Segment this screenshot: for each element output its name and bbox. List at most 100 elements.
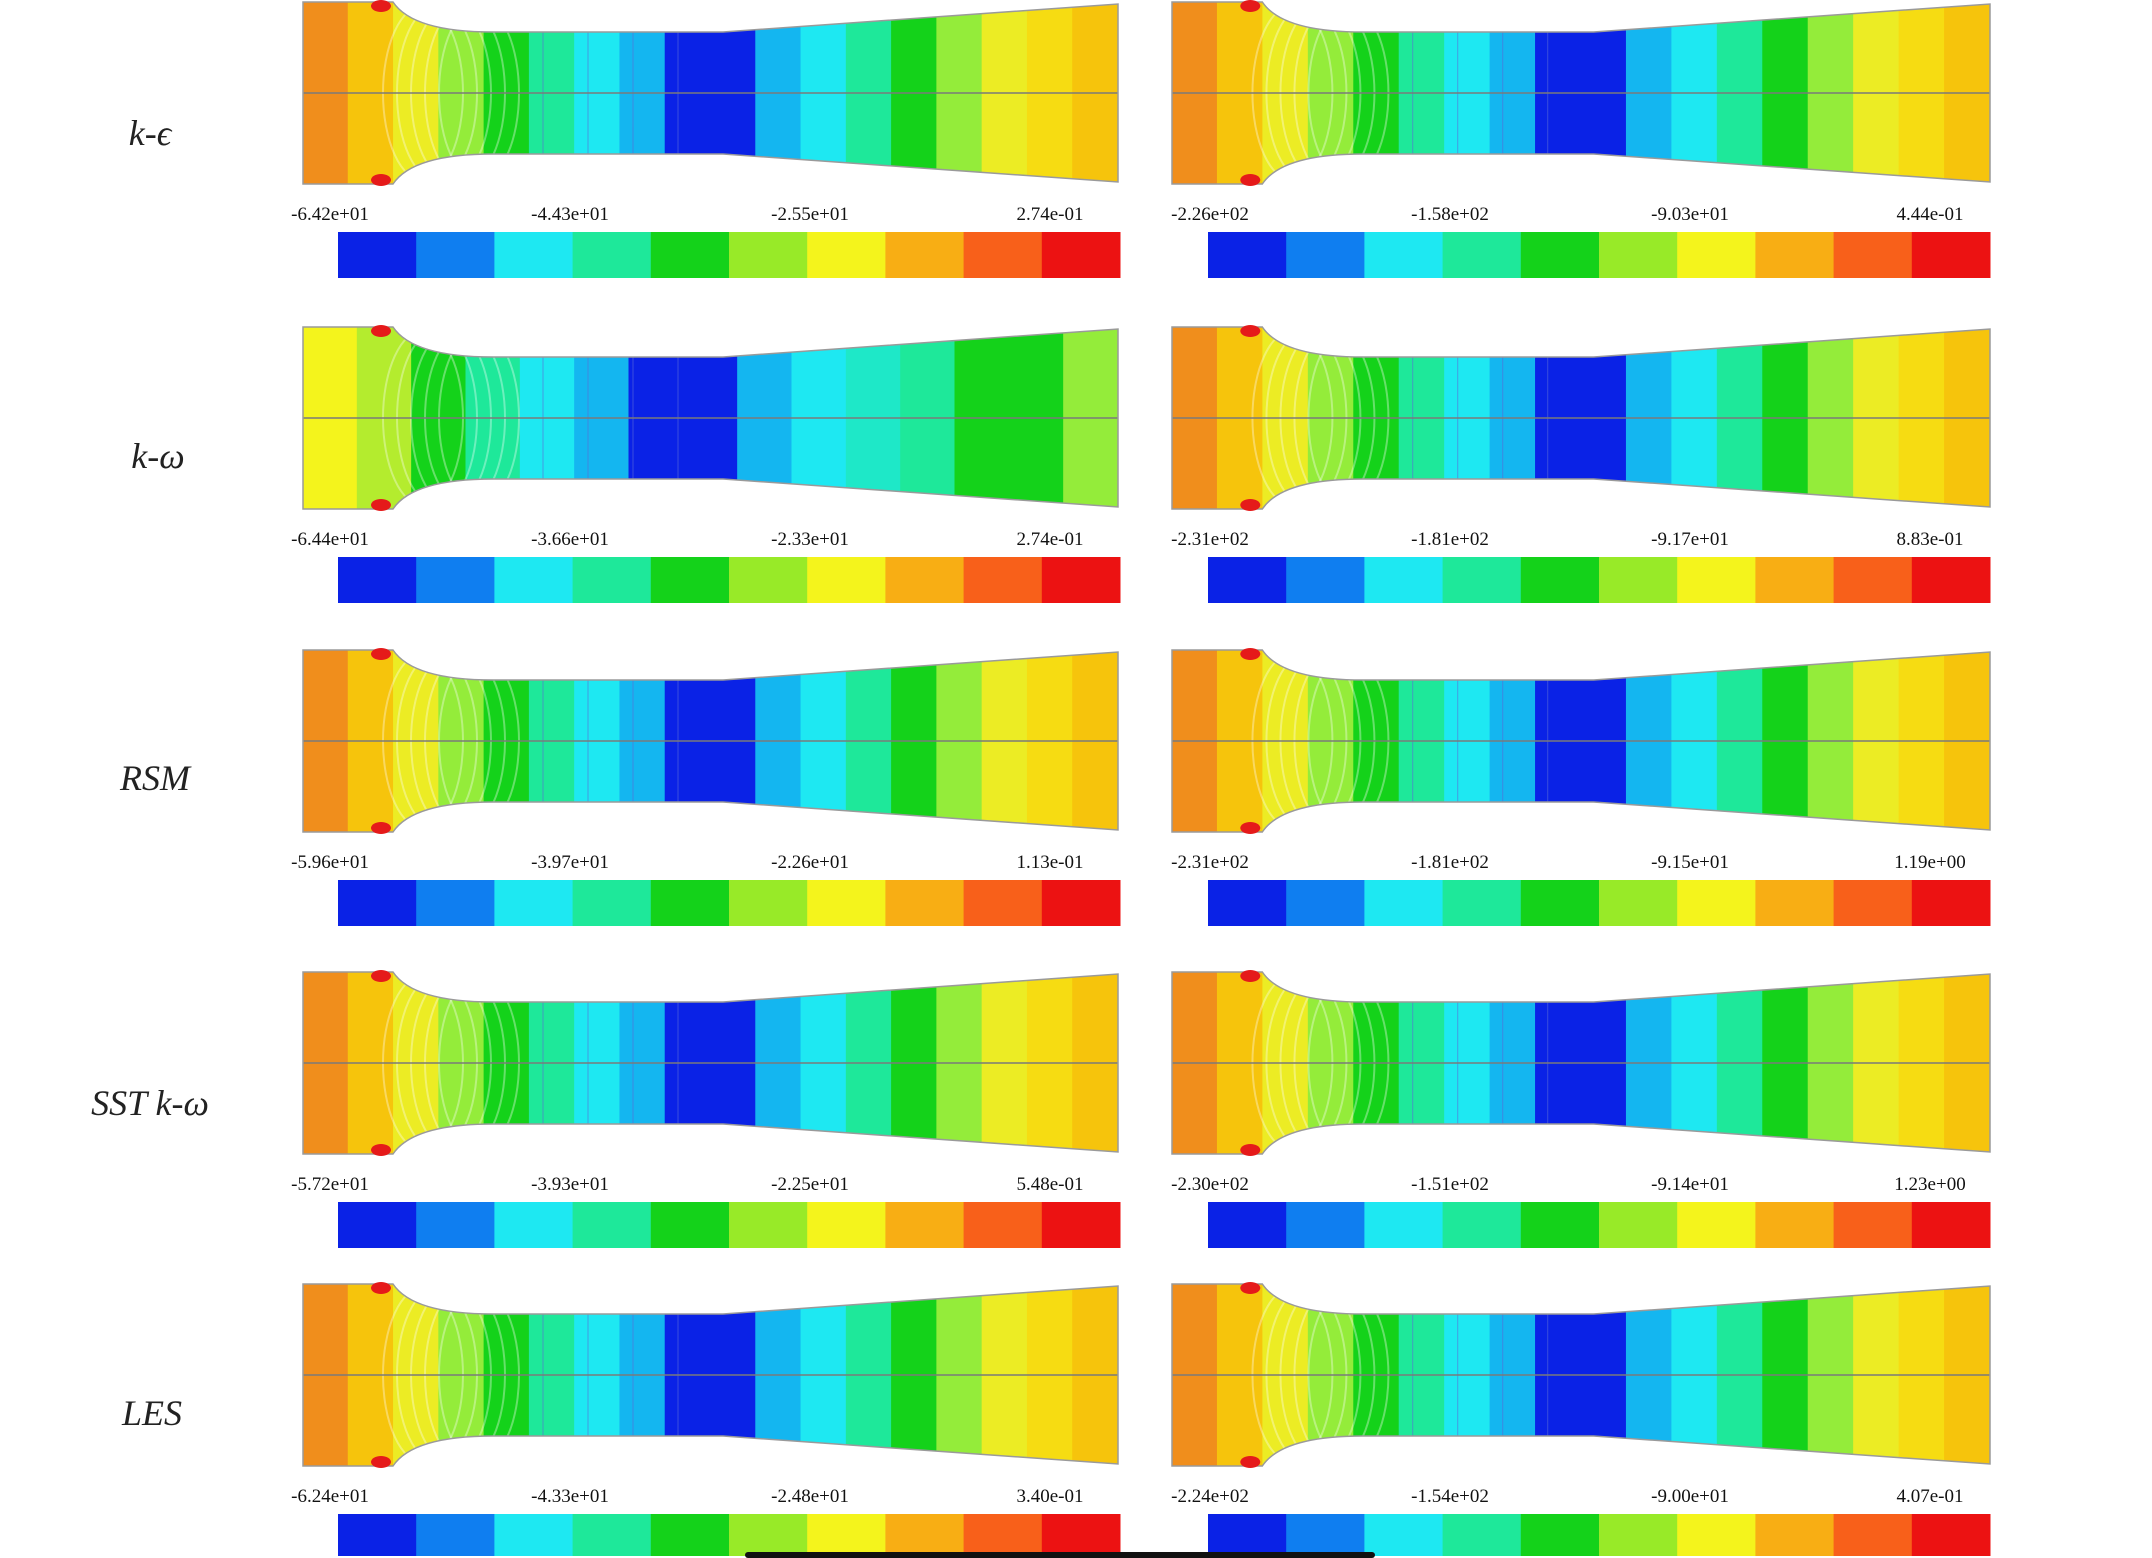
- colorbar-swatch: [1599, 1202, 1678, 1248]
- colorbar-swatch: [416, 1202, 495, 1248]
- colorbar-r4-c1: [1208, 1514, 1991, 1556]
- colorbar-swatch: [1599, 557, 1678, 603]
- colorbar-swatch: [885, 1514, 965, 1556]
- colorbar-swatch: [494, 880, 574, 926]
- colorbar-swatch: [1755, 557, 1835, 603]
- colorbar-swatch: [729, 557, 808, 603]
- colorbar-tick-label: -2.31e+02: [1171, 852, 1249, 873]
- colorbar-swatch: [729, 232, 808, 278]
- colorbar-swatch: [1364, 1202, 1444, 1248]
- colorbar-swatch: [650, 1514, 730, 1556]
- colorbar-tick-label: 1.13e-01: [1016, 852, 1083, 873]
- contour-plot-r4-c1: [1171, 1282, 1991, 1468]
- colorbar-swatch: [1599, 232, 1678, 278]
- colorbar-swatch: [1677, 880, 1756, 926]
- colorbar-swatch: [1520, 232, 1600, 278]
- colorbar-tick-label: -2.33e+01: [771, 529, 849, 550]
- colorbar-swatch: [1755, 232, 1835, 278]
- colorbar-swatch: [1286, 1514, 1365, 1556]
- colorbar-swatch: [963, 232, 1043, 278]
- row-label-2: RSM: [119, 758, 192, 798]
- colorbar-tick-label: -6.24e+01: [291, 1486, 369, 1507]
- colorbar-swatch: [729, 1514, 808, 1556]
- wall-marker: [371, 822, 391, 834]
- colorbar-swatch: [572, 880, 652, 926]
- colorbar-swatch: [338, 557, 417, 603]
- colorbar-swatch: [416, 880, 495, 926]
- contour-plot-r2-c0: [302, 648, 1119, 834]
- wall-marker: [371, 1144, 391, 1156]
- colorbar-swatch: [1677, 557, 1756, 603]
- colorbar-swatch: [1911, 1514, 1991, 1556]
- colorbar-swatch: [1599, 880, 1678, 926]
- colorbar-swatch: [1041, 1202, 1121, 1248]
- row-label-4: LES: [121, 1393, 182, 1433]
- colorbar-swatch: [1833, 1202, 1913, 1248]
- colorbar-tick-label: -3.66e+01: [531, 529, 609, 550]
- colorbar-swatch: [885, 232, 965, 278]
- colorbar-swatch: [572, 232, 652, 278]
- colorbar-swatch: [494, 1514, 574, 1556]
- colorbar-swatch: [1041, 232, 1121, 278]
- colorbar-tick-label: -9.14e+01: [1651, 1174, 1729, 1195]
- colorbar-r1-c0: [338, 557, 1121, 603]
- colorbar-tick-label: -9.03e+01: [1651, 204, 1729, 225]
- colorbar-swatch: [1677, 232, 1756, 278]
- colorbar-swatch: [885, 1202, 965, 1248]
- colorbar-tick-label: -3.97e+01: [531, 852, 609, 873]
- colorbar-tick-label: 2.74e-01: [1016, 529, 1083, 550]
- colorbar-swatch: [572, 1202, 652, 1248]
- colorbar-swatch: [729, 880, 808, 926]
- colorbar-swatch: [1520, 1202, 1600, 1248]
- colorbar-swatch: [807, 1514, 886, 1556]
- colorbar-tick-label: -1.81e+02: [1411, 852, 1489, 873]
- colorbar-swatch: [1911, 1202, 1991, 1248]
- home-indicator-bar[interactable]: [745, 1552, 1375, 1558]
- colorbar-tick-label: 5.48e-01: [1016, 1174, 1083, 1195]
- colorbar-swatch: [963, 1202, 1043, 1248]
- colorbar-r4-c0: [338, 1514, 1121, 1556]
- colorbar-swatch: [1677, 1202, 1756, 1248]
- colorbar-swatch: [807, 1202, 886, 1248]
- colorbar-tick-label: 2.74e-01: [1016, 204, 1083, 225]
- colorbar-swatch: [1520, 880, 1600, 926]
- colorbar-swatch: [1208, 880, 1287, 926]
- contour-plot-r3-c1: [1171, 970, 1991, 1156]
- colorbar-tick-label: -2.55e+01: [771, 204, 849, 225]
- colorbar-swatch: [1208, 557, 1287, 603]
- colorbar-tick-label: -2.31e+02: [1171, 529, 1249, 550]
- wall-marker: [1240, 970, 1261, 982]
- colorbar-tick-label: -1.51e+02: [1411, 1174, 1489, 1195]
- wall-marker: [1240, 325, 1261, 337]
- colorbar-tick-label: 8.83e-01: [1896, 529, 1963, 550]
- colorbar-tick-label: -2.26e+02: [1171, 204, 1249, 225]
- colorbar-swatch: [572, 557, 652, 603]
- colorbar-r0-c1: [1208, 232, 1991, 278]
- colorbar-swatch: [1911, 232, 1991, 278]
- colorbar-swatch: [338, 1514, 417, 1556]
- wall-marker: [1240, 822, 1261, 834]
- colorbar-tick-label: 4.07e-01: [1896, 1486, 1963, 1507]
- colorbar-swatch: [650, 1202, 730, 1248]
- wall-marker: [371, 970, 391, 982]
- colorbar-swatch: [807, 880, 886, 926]
- colorbar-swatch: [338, 1202, 417, 1248]
- row-label-1: k-ω: [131, 436, 184, 476]
- colorbar-r2-c1: [1208, 880, 1991, 926]
- wall-marker: [371, 1456, 391, 1468]
- colorbar-swatch: [1833, 232, 1913, 278]
- colorbar-swatch: [1755, 1202, 1835, 1248]
- colorbar-swatch: [1833, 880, 1913, 926]
- wall-marker: [371, 499, 391, 511]
- row-label-3: SST k-ω: [91, 1083, 209, 1123]
- colorbar-swatch: [338, 232, 417, 278]
- contour-plot-r2-c1: [1171, 648, 1991, 834]
- colorbar-swatch: [1364, 557, 1444, 603]
- row-label-0: k-ϵ: [129, 113, 173, 153]
- colorbar-tick-label: 3.40e-01: [1016, 1486, 1083, 1507]
- colorbar-swatch: [963, 1514, 1043, 1556]
- colorbar-swatch: [650, 880, 730, 926]
- colorbar-swatch: [1041, 880, 1121, 926]
- wall-marker: [1240, 1456, 1261, 1468]
